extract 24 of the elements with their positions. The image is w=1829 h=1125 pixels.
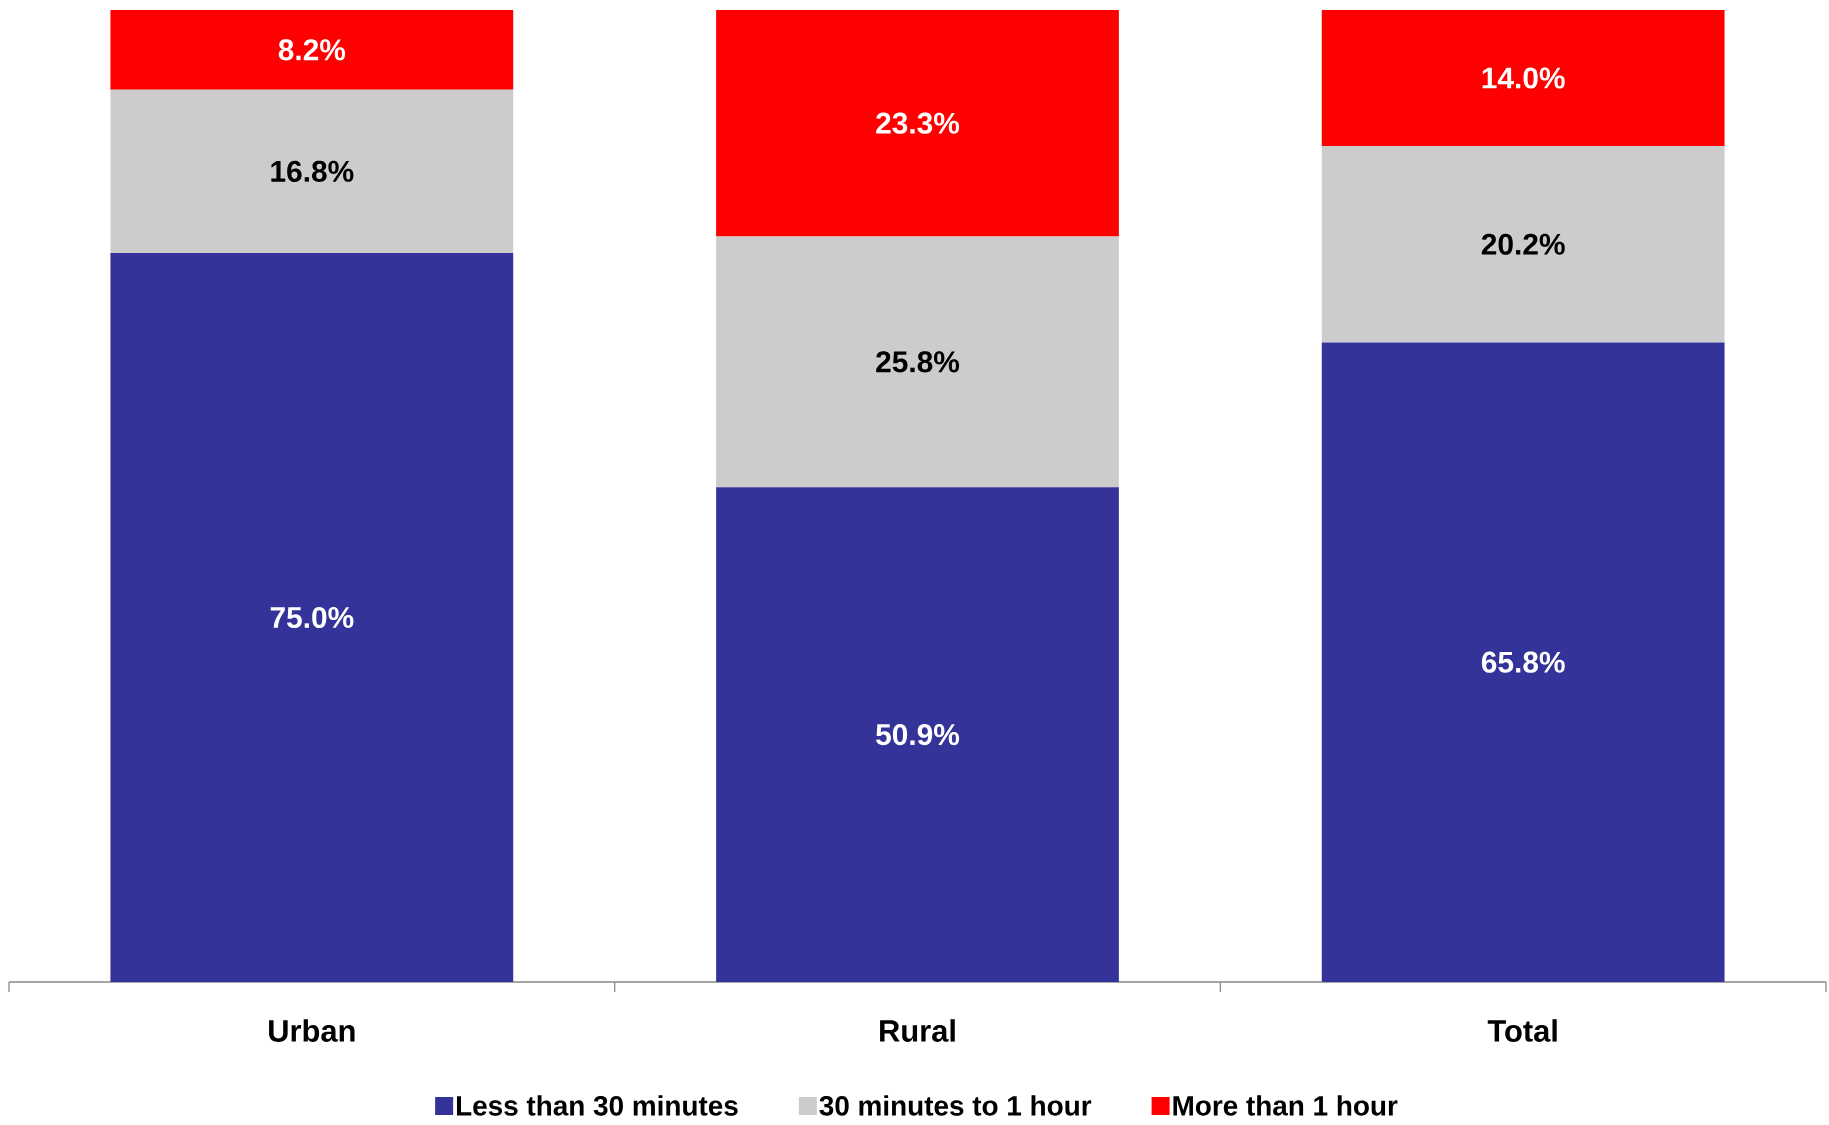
data-label: 14.0%	[1482, 67, 1565, 89]
bar	[1321, 342, 1725, 982]
x-tick-label: Total	[1487, 1019, 1557, 1042]
bar	[110, 89, 514, 253]
bar	[110, 9, 514, 90]
bar	[716, 9, 1119, 237]
legend-label: More than 1 hour	[1173, 1095, 1398, 1116]
data-label: 8.2%	[278, 39, 346, 61]
x-tick-label: Urban	[269, 1019, 355, 1042]
bar	[716, 236, 1119, 488]
data-label: 65.8%	[1481, 651, 1565, 673]
data-label: 75.0%	[270, 606, 354, 629]
legend-label: Less than 30 minutes	[456, 1095, 738, 1116]
bar	[1321, 146, 1725, 343]
data-label: 16.8%	[271, 160, 354, 182]
bar	[1321, 9, 1725, 147]
x-tick-label: Rural	[880, 1019, 955, 1042]
bar	[716, 487, 1119, 982]
data-label: 50.9%	[876, 724, 960, 746]
bar	[110, 252, 514, 982]
data-label: 25.8%	[876, 351, 960, 373]
data-label: 23.3%	[876, 112, 960, 134]
data-label: 20.2%	[1481, 233, 1565, 255]
legend-label: 30 minutes to 1 hour	[819, 1095, 1092, 1116]
